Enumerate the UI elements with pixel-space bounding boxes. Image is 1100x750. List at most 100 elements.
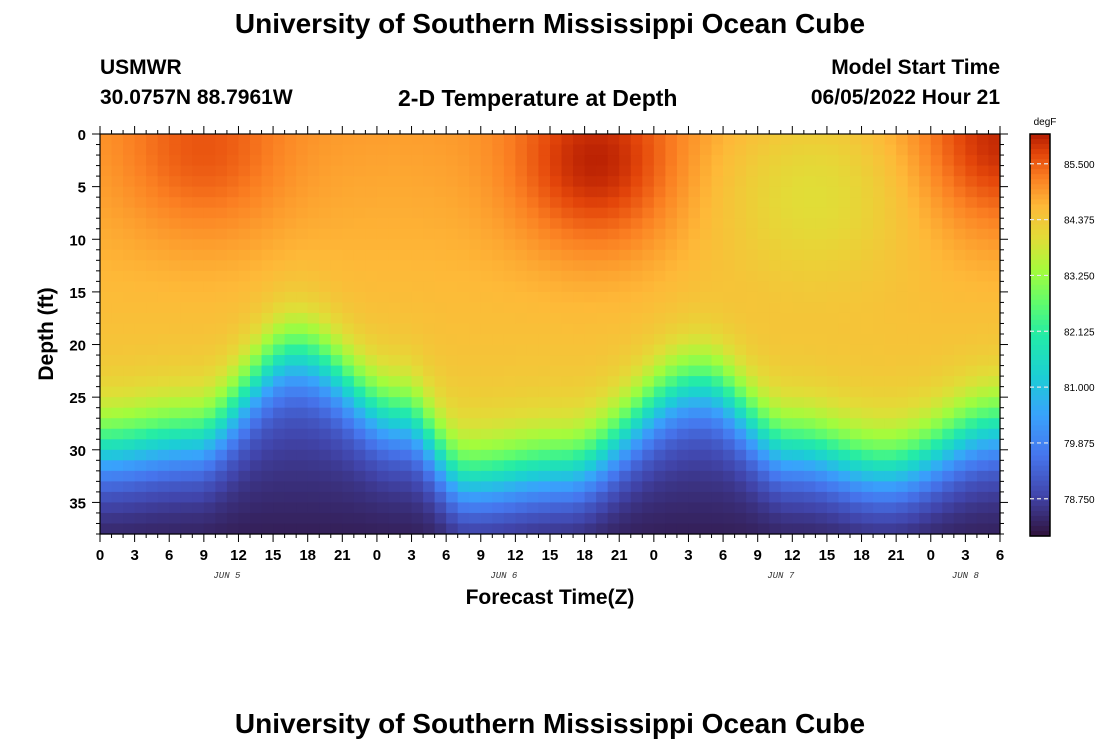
heatmap-cell xyxy=(203,239,216,251)
heatmap-cell xyxy=(526,386,540,398)
heatmap-cell xyxy=(642,355,655,367)
heatmap-cell xyxy=(665,334,678,346)
heatmap-cell xyxy=(365,418,378,430)
heatmap-cell xyxy=(734,239,747,251)
heatmap-cell xyxy=(769,249,782,261)
heatmap-cell xyxy=(573,134,586,146)
heatmap-cell xyxy=(815,397,828,409)
colorbar-swatch xyxy=(1030,199,1050,205)
heatmap-cell xyxy=(665,481,678,493)
heatmap-cell xyxy=(273,144,286,156)
heatmap-cell xyxy=(688,323,701,335)
heatmap-cell xyxy=(965,470,978,482)
heatmap-cell xyxy=(700,260,713,272)
heatmap-cell xyxy=(469,186,482,198)
heatmap-cell xyxy=(169,312,182,325)
heatmap-cell xyxy=(769,460,782,472)
heatmap-cell xyxy=(919,502,932,514)
heatmap-cell xyxy=(446,407,459,419)
heatmap-cell xyxy=(884,428,897,440)
heatmap-cell xyxy=(100,439,113,451)
heatmap-cell xyxy=(215,249,228,261)
heatmap-cell xyxy=(676,281,690,293)
heatmap-cell xyxy=(492,197,505,209)
heatmap-cell xyxy=(342,334,355,346)
heatmap-cell xyxy=(769,291,782,304)
heatmap-cell xyxy=(700,323,713,335)
heatmap-cell xyxy=(146,165,159,177)
heatmap-cell xyxy=(284,481,297,493)
heatmap-cell xyxy=(342,481,355,493)
heatmap-cell xyxy=(146,386,159,398)
heatmap-cell xyxy=(353,512,366,525)
heatmap-cell xyxy=(907,481,920,493)
heatmap-cell xyxy=(757,176,770,188)
heatmap-cell xyxy=(480,186,493,198)
heatmap-cell xyxy=(376,260,390,272)
heatmap-cell xyxy=(365,144,378,156)
heatmap-cell xyxy=(111,249,124,261)
heatmap-cell xyxy=(734,260,747,272)
x-tick-label: 15 xyxy=(542,547,559,564)
heatmap-cell xyxy=(642,218,655,230)
x-tick-label: 9 xyxy=(200,547,208,564)
heatmap-cell xyxy=(538,365,551,377)
heatmap-cell xyxy=(434,207,447,219)
heatmap-cell xyxy=(988,418,1001,430)
heatmap-cell xyxy=(942,176,955,188)
heatmap-cell xyxy=(215,407,228,419)
heatmap-cell xyxy=(896,197,909,209)
heatmap-cell xyxy=(942,407,955,419)
heatmap-cell xyxy=(492,239,505,251)
heatmap-cell xyxy=(792,460,805,472)
heatmap-cell xyxy=(192,144,205,156)
heatmap-cell xyxy=(434,502,447,514)
heatmap-cell xyxy=(838,397,851,409)
heatmap-cell xyxy=(803,176,816,188)
heatmap-cell xyxy=(907,249,920,261)
heatmap-cell xyxy=(550,523,563,535)
heatmap-cell xyxy=(838,481,851,493)
heatmap-cell xyxy=(457,449,470,461)
heatmap-cell xyxy=(653,228,666,240)
heatmap-cell xyxy=(215,302,228,314)
heatmap-cell xyxy=(907,397,920,409)
heatmap-cell xyxy=(146,291,159,304)
heatmap-cell xyxy=(688,334,701,346)
heatmap-cell xyxy=(630,176,643,188)
heatmap-cell xyxy=(930,165,943,177)
heatmap-cell xyxy=(850,523,863,535)
heatmap-cell xyxy=(365,155,378,167)
heatmap-cell xyxy=(988,281,1001,293)
heatmap-cell xyxy=(861,165,874,177)
heatmap-cell xyxy=(238,260,251,272)
heatmap-cell xyxy=(226,439,240,451)
colorbar-swatch xyxy=(1030,239,1050,246)
colorbar-swatch xyxy=(1030,365,1050,371)
heatmap-cell xyxy=(146,249,159,261)
heatmap-cell xyxy=(330,270,343,282)
heatmap-cell xyxy=(538,260,551,272)
heatmap-cell xyxy=(884,228,897,240)
heatmap-cell xyxy=(573,397,586,409)
heatmap-cell xyxy=(123,218,136,230)
heatmap-cell xyxy=(792,397,805,409)
heatmap-cell xyxy=(146,344,159,356)
heatmap-cell xyxy=(619,207,632,219)
heatmap-cell xyxy=(907,176,920,188)
heatmap-cell xyxy=(388,134,401,146)
heatmap-cell xyxy=(273,239,286,251)
heatmap-cell xyxy=(480,281,493,293)
heatmap-cell xyxy=(896,481,909,493)
heatmap-cell xyxy=(180,481,193,493)
heatmap-cell xyxy=(215,491,228,504)
heatmap-cell xyxy=(319,460,332,472)
heatmap-cell xyxy=(123,470,136,482)
heatmap-cell xyxy=(792,260,805,272)
heatmap-cell xyxy=(665,460,678,472)
heatmap-cell xyxy=(976,386,990,398)
heatmap-cell xyxy=(850,312,863,325)
heatmap-cell xyxy=(180,176,193,188)
heatmap-cell xyxy=(446,355,459,367)
heatmap-cell xyxy=(353,523,366,535)
